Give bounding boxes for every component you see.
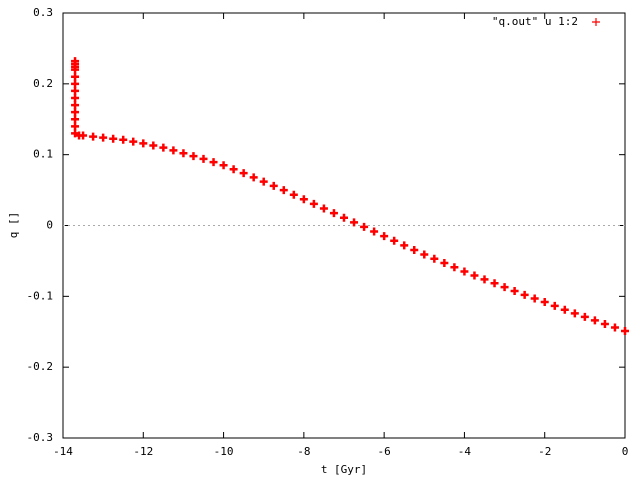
point (530, 294, 539, 303)
point (420, 250, 429, 259)
point (309, 199, 318, 208)
point (229, 165, 238, 174)
x-tick-label: 0 (622, 445, 629, 458)
point (480, 275, 489, 284)
point (440, 259, 449, 268)
point (209, 158, 218, 167)
y-tick-label: 0 (46, 219, 53, 232)
point (450, 263, 459, 272)
point (71, 101, 80, 110)
point (199, 154, 208, 163)
legend-marker (592, 18, 600, 26)
point (71, 86, 80, 95)
point (71, 65, 80, 74)
point (360, 222, 369, 231)
point (610, 323, 619, 332)
x-tick-label: -8 (297, 445, 310, 458)
x-tick-label: -6 (378, 445, 391, 458)
point (621, 327, 629, 336)
point (319, 204, 328, 213)
point (550, 301, 559, 310)
point (340, 213, 348, 222)
point (329, 209, 338, 218)
point (299, 195, 308, 204)
legend-label: "q.out" u 1:2 (492, 15, 578, 28)
point (189, 152, 198, 161)
point (139, 139, 148, 148)
point (560, 305, 569, 314)
point (410, 245, 419, 254)
point (239, 169, 248, 178)
x-tick-label: -2 (538, 445, 551, 458)
point (370, 227, 379, 236)
point (279, 186, 288, 195)
point (590, 316, 599, 325)
x-tick-label: -4 (458, 445, 472, 458)
point (400, 241, 409, 250)
point (99, 133, 108, 142)
point (71, 79, 80, 88)
point (500, 283, 509, 292)
y-axis-label: q [] (7, 212, 20, 239)
point (79, 131, 88, 140)
point (109, 134, 118, 143)
point (430, 254, 439, 263)
point (119, 135, 128, 144)
x-tick-label: -10 (214, 445, 234, 458)
point (159, 143, 168, 152)
x-tick-label: -12 (133, 445, 153, 458)
point (71, 122, 80, 131)
point (149, 141, 158, 150)
y-tick-label: 0.1 (33, 148, 53, 161)
point (570, 309, 579, 318)
point (219, 161, 228, 170)
point (249, 173, 258, 182)
x-tick-label: -14 (53, 445, 73, 458)
point (89, 132, 98, 141)
point (269, 181, 278, 190)
point (259, 177, 268, 186)
point (71, 129, 80, 138)
y-tick-label: -0.2 (27, 360, 54, 373)
point (510, 287, 519, 296)
point (390, 236, 399, 245)
y-tick-label: 0.3 (33, 6, 53, 19)
point (71, 72, 80, 81)
point (460, 267, 469, 276)
point (580, 312, 589, 321)
point (470, 271, 479, 280)
point (380, 232, 389, 241)
point (600, 319, 609, 328)
point (71, 94, 80, 102)
point (540, 298, 549, 306)
x-axis-label: t [Gyr] (321, 463, 367, 476)
y-tick-label: -0.1 (27, 289, 54, 302)
point (490, 279, 499, 288)
point (129, 137, 138, 146)
point (71, 115, 80, 124)
point (179, 149, 188, 158)
y-tick-label: -0.3 (27, 431, 54, 444)
y-tick-label: 0.2 (33, 77, 53, 90)
point (71, 108, 80, 117)
point (289, 190, 298, 199)
point (169, 146, 178, 155)
point (520, 290, 529, 299)
point (350, 218, 359, 227)
